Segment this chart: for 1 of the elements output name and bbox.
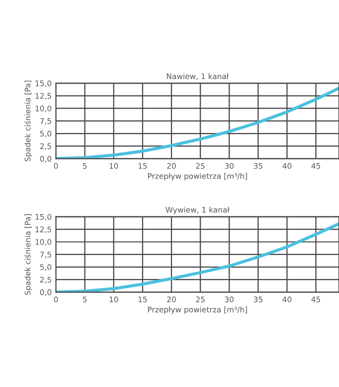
line-series [56,86,339,159]
